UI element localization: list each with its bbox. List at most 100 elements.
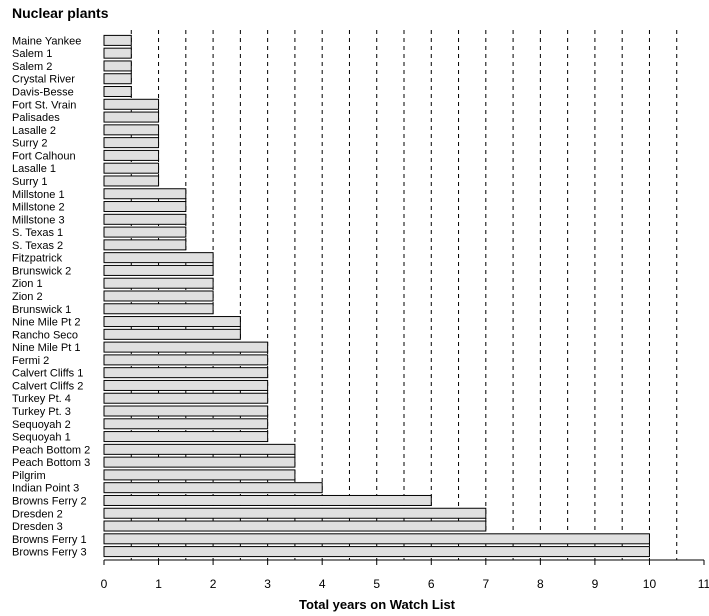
bar: [103, 277, 214, 289]
bar: [103, 162, 160, 174]
x-tick-label: 10: [643, 577, 657, 591]
category-label: Peach Bottom 3: [12, 457, 90, 469]
x-tick-label: 4: [319, 577, 326, 591]
category-label: Calvert Cliffs 1: [12, 368, 83, 380]
bars: [103, 34, 650, 558]
category-label: Zion 2: [12, 291, 43, 303]
x-axis-title: Total years on Watch List: [299, 597, 456, 612]
bar: [103, 175, 160, 187]
category-label: Browns Ferry 1: [12, 534, 87, 546]
category-label: S. Texas 1: [12, 227, 63, 239]
bar: [103, 149, 160, 161]
x-tick-label: 2: [210, 577, 217, 591]
category-label: Millstone 3: [12, 214, 65, 226]
bar: [103, 201, 187, 213]
bar: [103, 392, 269, 404]
category-label: Lasalle 2: [12, 125, 56, 137]
category-label: Dresden 2: [12, 508, 63, 520]
category-label: Nine Mile Pt 2: [12, 317, 80, 329]
bar: [103, 494, 432, 506]
x-tick-label: 6: [428, 577, 435, 591]
category-label: Peach Bottom 2: [12, 444, 90, 456]
bar: [103, 482, 323, 494]
bar: [103, 341, 269, 353]
bar: [103, 443, 296, 455]
bar: [103, 239, 187, 251]
x-tick-label: 0: [101, 577, 108, 591]
category-label: Zion 1: [12, 278, 43, 290]
x-tick-label: 3: [264, 577, 271, 591]
bar: [103, 86, 132, 98]
bar: [103, 213, 187, 225]
category-label: Maine Yankee: [12, 35, 81, 47]
bar: [103, 469, 296, 481]
bar: [103, 507, 487, 519]
x-tick-label: 1: [155, 577, 162, 591]
bar: [103, 264, 214, 276]
category-label: S. Texas 2: [12, 240, 63, 252]
bar: [103, 47, 132, 59]
category-label: Palisades: [12, 112, 60, 124]
bar: [103, 456, 296, 468]
category-label: Millstone 1: [12, 189, 65, 201]
category-label: Surry 1: [12, 176, 47, 188]
bar: [103, 546, 650, 558]
category-label: Calvert Cliffs 2: [12, 380, 83, 392]
bar: [103, 60, 132, 72]
category-label: Brunswick 1: [12, 304, 71, 316]
bar: [103, 124, 160, 136]
bar: [103, 188, 187, 200]
category-label: Browns Ferry 2: [12, 495, 87, 507]
bar: [103, 226, 187, 238]
category-label: Fermi 2: [12, 355, 49, 367]
bar: [103, 98, 160, 110]
category-label: Crystal River: [12, 74, 75, 86]
category-label: Indian Point 3: [12, 483, 79, 495]
bar: [103, 252, 214, 264]
x-tick-label: 9: [592, 577, 599, 591]
category-label: Dresden 3: [12, 521, 63, 533]
bar: [103, 379, 269, 391]
bar: [103, 73, 132, 85]
category-label: Browns Ferry 3: [12, 547, 87, 559]
bar: [103, 111, 160, 123]
category-label: Sequoyah 2: [12, 419, 71, 431]
category-label: Fort Calhoun: [12, 150, 76, 162]
chart-title: Nuclear plants: [12, 5, 109, 21]
category-label: Fort St. Vrain: [12, 99, 76, 111]
category-label: Turkey Pt. 3: [12, 406, 71, 418]
bar: [103, 316, 241, 328]
bar: [103, 303, 214, 315]
x-tick-label: 5: [373, 577, 380, 591]
bar: [103, 34, 132, 46]
bar: [103, 328, 241, 340]
x-axis: 0 1 2 3 4 5 6 7 8 9 10 11: [101, 559, 709, 591]
category-label: Sequoyah 1: [12, 432, 71, 444]
bar: [103, 354, 269, 366]
x-tick-label: 8: [537, 577, 544, 591]
bar: [103, 367, 269, 379]
bar: [103, 290, 214, 302]
bar: [103, 533, 650, 545]
category-label: Fitzpatrick: [12, 253, 63, 265]
category-label: Pilgrim: [12, 470, 46, 482]
category-label: Surry 2: [12, 138, 47, 150]
category-label: Nine Mile Pt 1: [12, 342, 80, 354]
category-label: Turkey Pt. 4: [12, 393, 71, 405]
bar: [103, 418, 269, 430]
category-label: Davis-Besse: [12, 87, 74, 99]
bar: [103, 431, 269, 443]
category-label: Lasalle 1: [12, 163, 56, 175]
bar: [103, 405, 269, 417]
bar: [103, 520, 487, 532]
bar: [103, 137, 160, 149]
category-label: Salem 2: [12, 61, 52, 73]
category-label: Millstone 2: [12, 202, 65, 214]
x-tick-label: 11: [698, 577, 709, 591]
x-tick-label: 7: [482, 577, 489, 591]
category-label: Brunswick 2: [12, 265, 71, 277]
category-label: Rancho Seco: [12, 329, 78, 341]
category-label: Salem 1: [12, 48, 52, 60]
